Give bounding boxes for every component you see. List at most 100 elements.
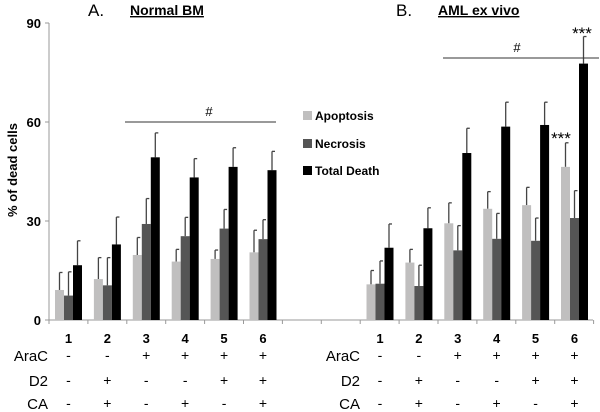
condition-value: +	[415, 372, 423, 388]
x-tick-label: 6	[571, 331, 578, 346]
condition-value: -	[183, 372, 188, 388]
panel-title: Normal BM	[130, 2, 204, 18]
condition-value: -	[66, 395, 71, 411]
condition-value: +	[220, 372, 228, 388]
significance-stars: ***	[572, 24, 592, 43]
bar-necrosis	[219, 228, 229, 320]
significance-mark: #	[205, 104, 213, 119]
condition-value: -	[222, 395, 227, 411]
x-tick-label: 2	[415, 331, 422, 346]
bar-total-death	[579, 63, 588, 321]
bar-necrosis	[570, 218, 579, 320]
condition-value: +	[259, 347, 267, 363]
bar-apoptosis	[405, 262, 415, 320]
condition-value: -	[378, 372, 383, 388]
condition-value: +	[259, 372, 267, 388]
bar-necrosis	[492, 238, 502, 320]
condition-label: CA	[27, 396, 48, 412]
bar-total-death	[501, 126, 511, 321]
condition-value: +	[570, 372, 578, 388]
condition-value: -	[105, 347, 110, 363]
legend-swatch	[303, 139, 312, 148]
condition-label: D2	[29, 373, 48, 390]
condition-value: +	[570, 347, 578, 363]
bar-total-death	[111, 244, 121, 320]
condition-label: AraC	[14, 348, 48, 365]
bar-apoptosis	[55, 289, 64, 320]
legend-swatch	[303, 111, 312, 120]
bar-total-death	[384, 247, 394, 320]
bar-apoptosis	[561, 166, 570, 320]
condition-value: -	[378, 395, 383, 411]
bar-necrosis	[64, 295, 73, 320]
condition-value: -	[66, 372, 71, 388]
x-tick-label: 4	[182, 331, 190, 346]
significance-stars: ***	[551, 129, 571, 148]
condition-value: +	[570, 395, 578, 411]
bar-apoptosis	[483, 208, 493, 320]
bar-apoptosis	[171, 261, 181, 320]
bar-apoptosis	[366, 284, 376, 320]
condition-value: +	[531, 347, 539, 363]
bar-total-death	[540, 124, 550, 320]
panel-label: A.	[88, 1, 104, 20]
condition-value: +	[220, 347, 228, 363]
condition-value: -	[417, 347, 422, 363]
condition-value: +	[415, 395, 423, 411]
condition-value: -	[455, 395, 460, 411]
bar-necrosis	[258, 239, 268, 320]
bar-apoptosis	[522, 205, 532, 320]
x-tick-label: 6	[259, 331, 266, 346]
x-tick-label: 2	[104, 331, 111, 346]
condition-label: CA	[339, 396, 360, 412]
condition-value: +	[493, 395, 501, 411]
bar-apoptosis	[132, 254, 142, 320]
condition-label: D2	[341, 373, 360, 390]
bar-total-death	[73, 265, 82, 320]
bar-total-death	[462, 153, 472, 320]
bar-necrosis	[453, 250, 463, 320]
bar-necrosis	[375, 283, 385, 320]
x-tick-label: 1	[376, 331, 383, 346]
bar-necrosis	[180, 236, 190, 320]
bar-apoptosis	[249, 252, 259, 320]
condition-value: +	[181, 395, 189, 411]
condition-value: -	[144, 372, 149, 388]
x-tick-label: 5	[220, 331, 227, 346]
bar-necrosis	[531, 240, 541, 320]
y-tick-label: 0	[34, 313, 41, 328]
bar-total-death	[267, 170, 277, 320]
y-tick-label: 60	[27, 115, 41, 130]
condition-value: -	[66, 347, 71, 363]
bar-apoptosis	[210, 258, 220, 320]
condition-value: -	[533, 395, 538, 411]
bar-total-death	[423, 228, 433, 320]
condition-value: +	[454, 347, 462, 363]
x-tick-label: 5	[532, 331, 539, 346]
legend-swatch	[303, 166, 312, 175]
legend-label: Necrosis	[315, 137, 366, 151]
panel-title: AML ex vivo	[438, 2, 519, 18]
x-tick-label: 3	[143, 331, 150, 346]
condition-value: +	[103, 372, 111, 388]
bar-total-death	[189, 177, 199, 320]
bar-total-death	[228, 166, 238, 320]
x-tick-label: 1	[65, 331, 72, 346]
condition-value: +	[142, 347, 150, 363]
bar-necrosis	[141, 223, 151, 320]
legend-label: Total Death	[315, 164, 379, 178]
condition-value: +	[181, 347, 189, 363]
bar-apoptosis	[444, 223, 454, 320]
y-axis-label: % of dead cells	[5, 123, 20, 217]
bar-necrosis	[414, 286, 424, 320]
y-tick-label: 30	[27, 214, 41, 229]
x-tick-label: 4	[493, 331, 501, 346]
bar-necrosis	[102, 285, 112, 320]
panel-label: B.	[396, 1, 412, 20]
condition-value: -	[455, 372, 460, 388]
condition-value: -	[144, 395, 149, 411]
condition-label: AraC	[326, 348, 360, 365]
condition-value: +	[493, 347, 501, 363]
